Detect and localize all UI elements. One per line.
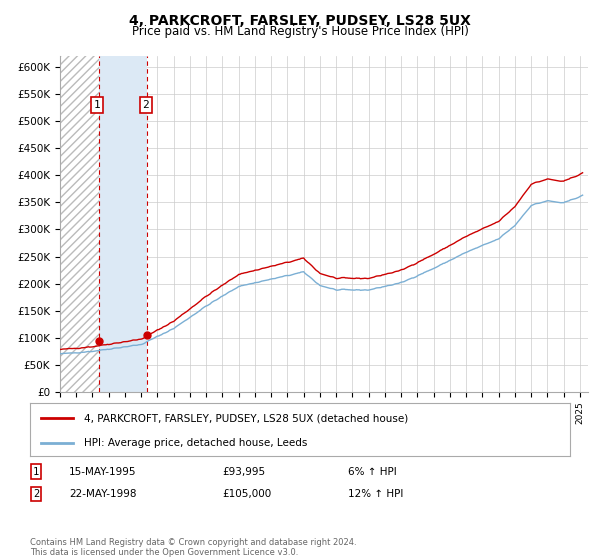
Text: 2: 2 bbox=[142, 100, 149, 110]
Text: 4, PARKCROFT, FARSLEY, PUDSEY, LS28 5UX (detached house): 4, PARKCROFT, FARSLEY, PUDSEY, LS28 5UX … bbox=[84, 413, 408, 423]
Text: Contains HM Land Registry data © Crown copyright and database right 2024.
This d: Contains HM Land Registry data © Crown c… bbox=[30, 538, 356, 557]
Bar bbox=[98, 56, 148, 392]
Text: 22-MAY-1998: 22-MAY-1998 bbox=[69, 489, 137, 499]
Text: 1: 1 bbox=[33, 466, 39, 477]
Text: HPI: Average price, detached house, Leeds: HPI: Average price, detached house, Leed… bbox=[84, 438, 307, 448]
Text: 15-MAY-1995: 15-MAY-1995 bbox=[69, 466, 137, 477]
Text: 1: 1 bbox=[94, 100, 100, 110]
Text: £105,000: £105,000 bbox=[222, 489, 271, 499]
Bar bbox=[60, 56, 98, 392]
Text: 2: 2 bbox=[33, 489, 39, 499]
Text: 4, PARKCROFT, FARSLEY, PUDSEY, LS28 5UX: 4, PARKCROFT, FARSLEY, PUDSEY, LS28 5UX bbox=[129, 14, 471, 28]
Text: 12% ↑ HPI: 12% ↑ HPI bbox=[348, 489, 403, 499]
Text: Price paid vs. HM Land Registry's House Price Index (HPI): Price paid vs. HM Land Registry's House … bbox=[131, 25, 469, 38]
Text: £93,995: £93,995 bbox=[222, 466, 265, 477]
Text: 6% ↑ HPI: 6% ↑ HPI bbox=[348, 466, 397, 477]
